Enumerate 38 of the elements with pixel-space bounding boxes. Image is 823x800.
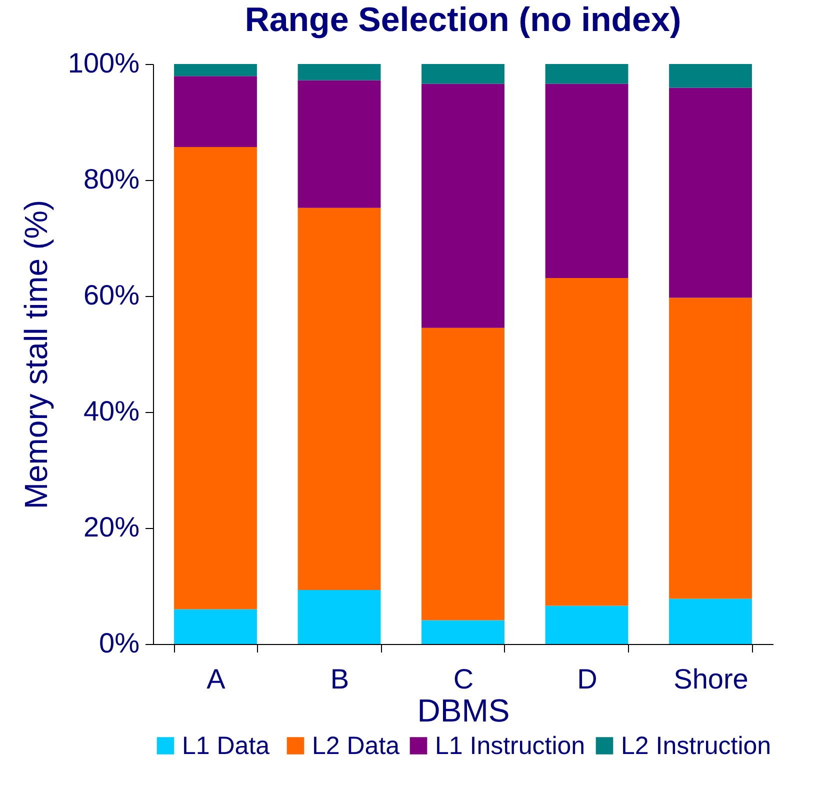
x-axis-title: DBMS: [417, 692, 510, 728]
bar: [298, 590, 381, 644]
legend-label: L1 Instruction: [435, 732, 586, 760]
y-tick-label: 100%: [68, 48, 140, 78]
bar: [669, 598, 752, 644]
bar: [174, 609, 257, 644]
y-tick-label: 20%: [83, 512, 140, 542]
bar: [422, 328, 504, 620]
legend-label: L1 Data: [182, 732, 270, 760]
x-tick-label: C: [453, 664, 474, 694]
x-tick-label: Shore: [674, 664, 748, 694]
bar: [545, 278, 628, 606]
y-tick-label: 0%: [99, 628, 140, 658]
chart-title: Range Selection (no index): [244, 1, 682, 39]
bar: [298, 80, 381, 208]
bar: [545, 84, 628, 278]
bar: [545, 64, 628, 84]
bar: [545, 606, 628, 644]
y-tick-label: 40%: [83, 396, 140, 426]
bar: [174, 146, 257, 610]
x-tick-label: A: [206, 664, 226, 694]
bar: [174, 76, 257, 147]
legend-label: L2 Data: [312, 732, 400, 760]
bar: [298, 64, 381, 80]
bar: [422, 84, 504, 328]
x-tick-label: D: [577, 664, 598, 694]
bar: [298, 208, 381, 590]
bar: [174, 64, 257, 76]
bar: [669, 298, 752, 599]
y-axis-title: Memory stall time (%): [18, 200, 54, 510]
bar: [669, 64, 752, 88]
bar: [422, 620, 504, 644]
y-tick-label: 60%: [83, 280, 140, 310]
x-tick-label: B: [330, 664, 350, 694]
legend-label: L2 Instruction: [621, 732, 772, 760]
bar: [422, 64, 504, 84]
bar: [669, 88, 752, 298]
y-tick-label: 80%: [83, 164, 140, 194]
